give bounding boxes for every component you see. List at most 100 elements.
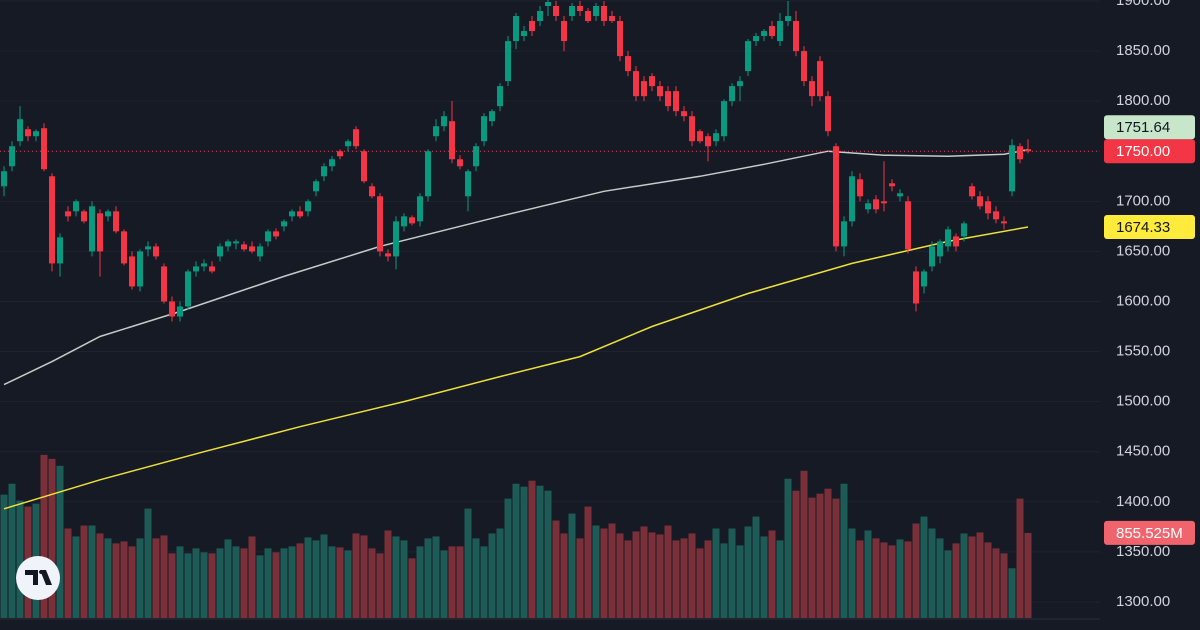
volume-bar — [536, 485, 544, 618]
volume-bar — [240, 548, 248, 618]
candle-body — [1, 171, 7, 187]
candle-body — [521, 31, 527, 37]
volume-bar — [1000, 553, 1008, 618]
candle-body — [609, 16, 615, 22]
candle-body — [121, 231, 127, 264]
y-tick-label: 1650.00 — [1116, 242, 1170, 259]
candle-body — [753, 36, 759, 42]
y-tick-label: 1900.00 — [1116, 0, 1170, 9]
candle-body — [177, 306, 183, 317]
volume-bar — [744, 526, 752, 618]
volume-bar — [112, 543, 120, 618]
volume-bar — [496, 528, 504, 618]
candle-body — [977, 196, 983, 207]
candle-body — [889, 183, 895, 187]
candle-body — [761, 31, 767, 37]
y-tick-label: 1500.00 — [1116, 393, 1170, 410]
candle-body — [273, 231, 279, 237]
volume-bar — [304, 537, 312, 618]
candle-body — [297, 211, 303, 217]
volume-bar — [512, 483, 520, 618]
volume-bar — [80, 525, 88, 618]
y-tick-label: 1600.00 — [1116, 292, 1170, 309]
candle-body — [129, 256, 135, 287]
volume-bar — [920, 516, 928, 618]
volume-bar — [360, 535, 368, 618]
candle-body — [305, 201, 311, 212]
candle-body — [497, 86, 503, 107]
volume-bar — [792, 490, 800, 618]
logo[interactable] — [16, 556, 60, 600]
candle-body — [425, 151, 431, 197]
candle-body — [897, 193, 903, 197]
candle-body — [953, 236, 959, 247]
candle-body — [417, 196, 423, 222]
candle-body — [409, 217, 415, 224]
candle-body — [561, 21, 567, 42]
candle-body — [593, 6, 599, 17]
candle-body — [489, 111, 495, 122]
y-tick-label: 1450.00 — [1116, 443, 1170, 460]
candle-body — [345, 141, 351, 147]
candle-body — [873, 199, 879, 210]
volume-bar — [560, 533, 568, 618]
volume-bar — [576, 538, 584, 618]
candle-body — [841, 221, 847, 247]
volume-bar — [88, 525, 96, 618]
candle-body — [89, 206, 95, 252]
volume-bar — [592, 525, 600, 618]
volume-bar — [552, 520, 560, 618]
volume-bar — [272, 552, 280, 618]
volume-bar — [928, 528, 936, 618]
volume-bar — [320, 534, 328, 618]
y-tick-label: 1350.00 — [1116, 543, 1170, 560]
candle-body — [145, 246, 151, 250]
candle-body — [457, 159, 463, 167]
volume-bar — [656, 534, 664, 618]
candle-body — [377, 196, 383, 252]
volume-bar — [152, 538, 160, 618]
volume-bar — [752, 516, 760, 618]
volume-bar — [696, 548, 704, 618]
volume-bar — [104, 538, 112, 618]
volume-bar — [1008, 568, 1016, 618]
volume-bar — [632, 531, 640, 618]
candle-body — [41, 128, 47, 170]
candle-body — [665, 91, 671, 107]
candle-body — [481, 116, 487, 142]
candle-body — [617, 21, 623, 57]
volume-bar — [0, 494, 8, 618]
volume-bar — [328, 546, 336, 618]
candle-body — [209, 266, 215, 272]
candle-body — [921, 271, 927, 287]
volume-bar — [120, 541, 128, 618]
volume-bar — [416, 546, 424, 618]
volume-bar — [200, 552, 208, 618]
candle-body — [17, 119, 23, 142]
candle-body — [633, 71, 639, 97]
candle-body — [361, 151, 367, 182]
volume-bar — [1024, 532, 1032, 618]
candle-body — [849, 176, 855, 222]
volume-bar — [40, 454, 48, 618]
candle-body — [881, 201, 887, 204]
candle-body — [169, 301, 175, 317]
candle-body — [833, 146, 839, 247]
volume-bar — [888, 545, 896, 618]
candle-body — [929, 246, 935, 267]
volume-bar — [848, 528, 856, 618]
volume-label-bg — [1104, 520, 1195, 545]
candle-body — [153, 246, 159, 257]
candle-body — [473, 146, 479, 167]
current-price-label-bg — [1104, 139, 1195, 164]
volume-bar — [400, 540, 408, 618]
candle-body — [529, 21, 535, 32]
candle-body — [97, 213, 103, 252]
candle-body — [553, 6, 559, 17]
candle-body — [217, 246, 223, 257]
ma-lines — [0, 148, 1100, 510]
candle-body — [697, 131, 703, 142]
candle-body — [985, 201, 991, 214]
volume-bar — [624, 540, 632, 618]
candle-body — [313, 181, 319, 192]
